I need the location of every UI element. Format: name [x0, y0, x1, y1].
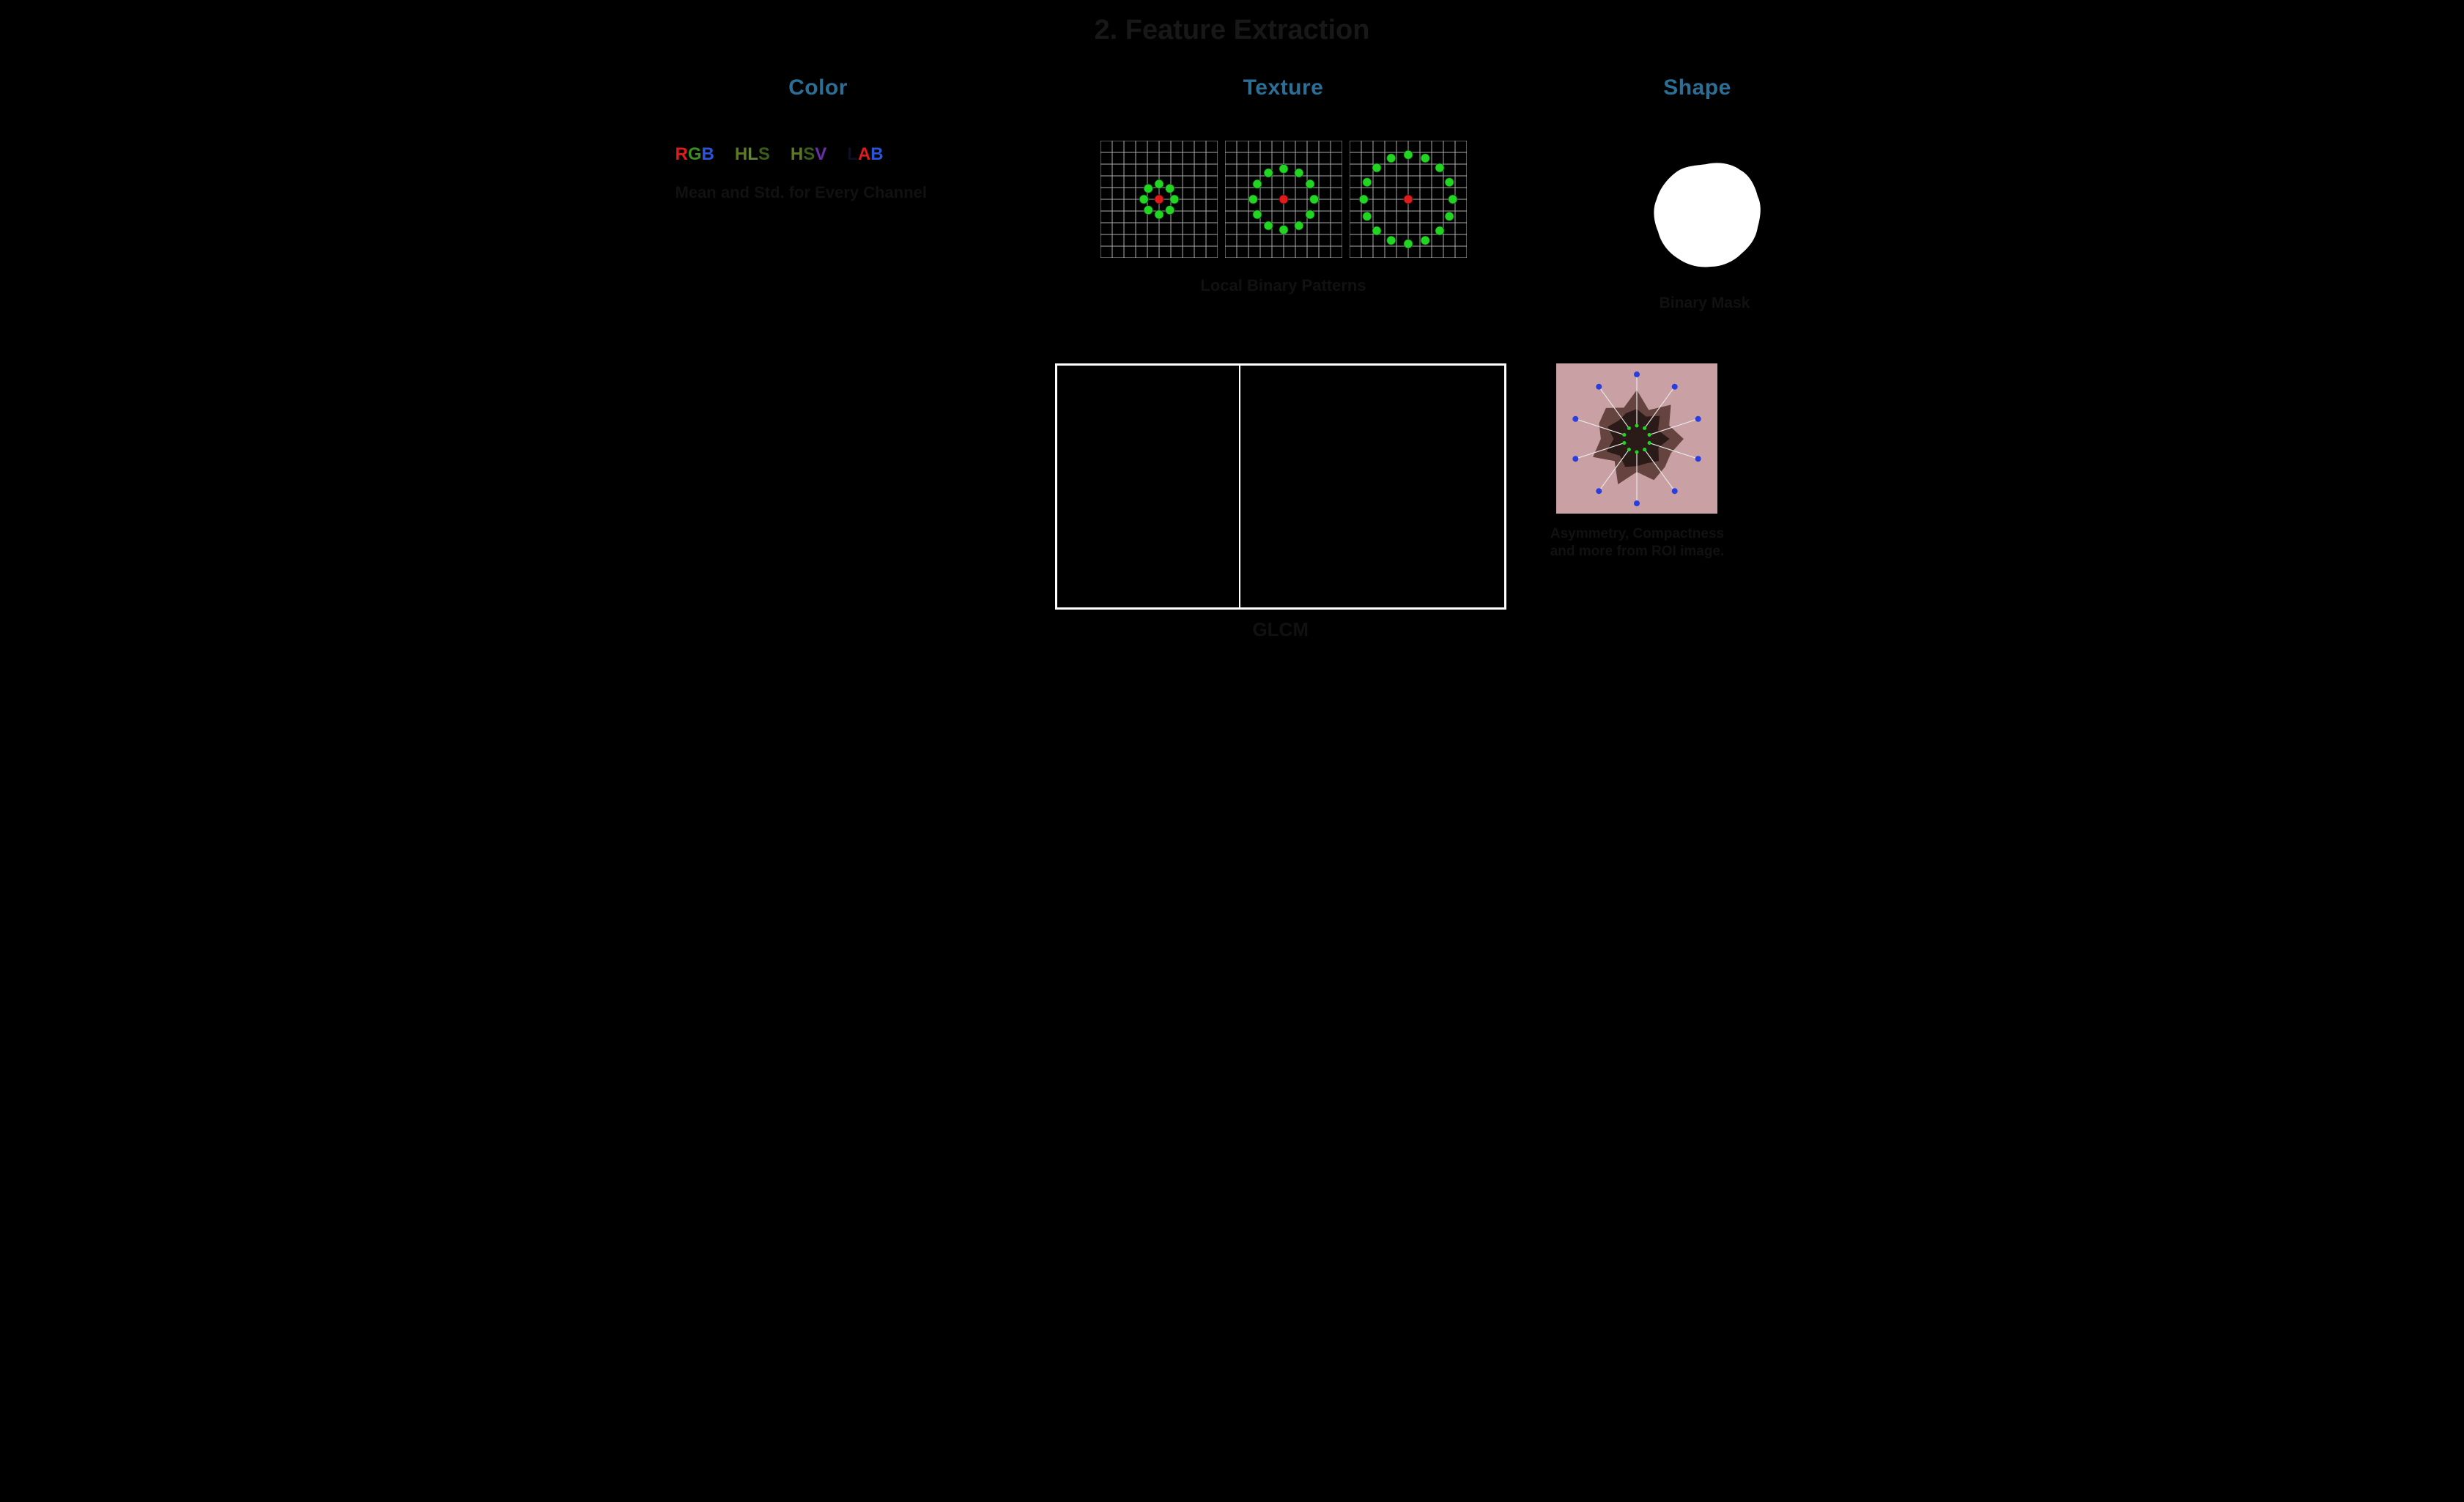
color-channel-letter: A	[858, 144, 870, 164]
glcm-column: GLCM	[1055, 363, 1506, 641]
color-channel-letter: V	[815, 144, 826, 164]
header-shape: Shape	[1613, 75, 1782, 100]
color-channel-letter: L	[847, 144, 858, 164]
header-color: Color	[683, 75, 954, 100]
roi-label: Asymmetry, Compactnessand more from ROI …	[1550, 525, 1725, 561]
binary-mask-blob	[1639, 155, 1771, 280]
color-space-hsv: HSV	[791, 144, 826, 165]
lbp-label: Local Binary Patterns	[1200, 276, 1366, 295]
color-space-lab: LAB	[847, 144, 883, 165]
glcm-label: GLCM	[1252, 618, 1309, 641]
texture-column: Local Binary Patterns	[947, 141, 1621, 295]
roi-lesion-svg	[1556, 363, 1717, 514]
lbp-grid-row	[1100, 141, 1467, 258]
color-channel-letter: S	[803, 144, 815, 164]
lbp-grid-2	[1225, 141, 1342, 258]
column-headers-row: Color Texture Shape	[668, 75, 1797, 100]
color-channel-letter: B	[870, 144, 883, 164]
color-spaces-line: RGBHLSHSVLAB	[676, 144, 947, 165]
page-title: 2. Feature Extraction	[668, 15, 1797, 46]
page-root: 2. Feature Extraction Color Texture Shap…	[661, 0, 1804, 648]
color-space-hls: HLS	[735, 144, 770, 165]
color-channel-letter: G	[688, 144, 702, 164]
color-space-rgb: RGB	[676, 144, 714, 165]
color-channel-letter: H	[791, 144, 803, 164]
glcm-diagram-box	[1055, 363, 1506, 610]
roi-column: Asymmetry, Compactnessand more from ROI …	[1550, 363, 1725, 561]
roi-label-line1: Asymmetry, Compactness	[1550, 525, 1725, 543]
lbp-grid-1	[1100, 141, 1218, 258]
color-channel-letter: L	[747, 144, 758, 164]
color-channel-letter: R	[676, 144, 688, 164]
color-stats-label: Mean and Std. for Every Channel	[676, 183, 947, 202]
row-upper: RGBHLSHSVLAB Mean and Std. for Every Cha…	[668, 141, 1797, 312]
header-texture: Texture	[954, 75, 1613, 100]
binary-mask-label: Binary Mask	[1660, 295, 1750, 312]
roi-lesion-diagram	[1556, 363, 1717, 514]
shape-column: Binary Mask	[1621, 141, 1789, 312]
row-lower: GLCM Asymmetry, Compactnessand more from…	[668, 363, 1797, 641]
color-channel-letter: B	[702, 144, 714, 164]
color-column: RGBHLSHSVLAB Mean and Std. for Every Cha…	[676, 141, 947, 202]
lbp-grid-3	[1350, 141, 1467, 258]
roi-label-line2: and more from ROI image.	[1550, 543, 1725, 561]
color-channel-letter: S	[758, 144, 770, 164]
binary-mask-svg	[1639, 155, 1771, 276]
glcm-right-panel	[1240, 366, 1504, 607]
glcm-left-panel	[1057, 366, 1240, 607]
color-channel-letter: H	[735, 144, 747, 164]
